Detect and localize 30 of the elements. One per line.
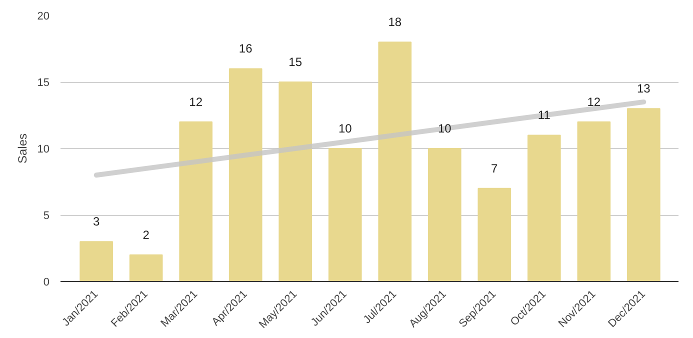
bar <box>228 68 262 282</box>
bar <box>80 241 113 282</box>
data-label: 15 <box>288 55 302 70</box>
y-tick-label: 0 <box>43 276 50 288</box>
bar <box>527 134 561 282</box>
bar <box>577 121 611 282</box>
bar <box>179 121 213 282</box>
data-label: 13 <box>636 82 651 96</box>
bar <box>328 148 362 282</box>
y-tick-label: 5 <box>43 210 50 222</box>
data-label: 2 <box>142 228 150 242</box>
y-axis-title: Sales <box>15 133 30 164</box>
y-tick-label: 15 <box>37 77 50 89</box>
data-label: 16 <box>238 42 253 56</box>
data-label: 10 <box>438 122 452 136</box>
y-tick-label: 20 <box>37 10 50 22</box>
bar <box>278 82 312 282</box>
data-label: 12 <box>587 94 601 109</box>
data-label: 3 <box>92 214 100 229</box>
data-label: 7 <box>491 161 498 176</box>
bar <box>478 188 512 282</box>
bar <box>428 148 462 282</box>
y-tick-label: 10 <box>37 144 50 156</box>
data-label: 18 <box>388 15 402 30</box>
data-label: 12 <box>189 94 203 109</box>
data-label: 11 <box>538 108 551 122</box>
bar <box>129 254 163 282</box>
data-label: 10 <box>338 122 352 136</box>
bar <box>378 42 412 282</box>
bar <box>627 108 660 282</box>
